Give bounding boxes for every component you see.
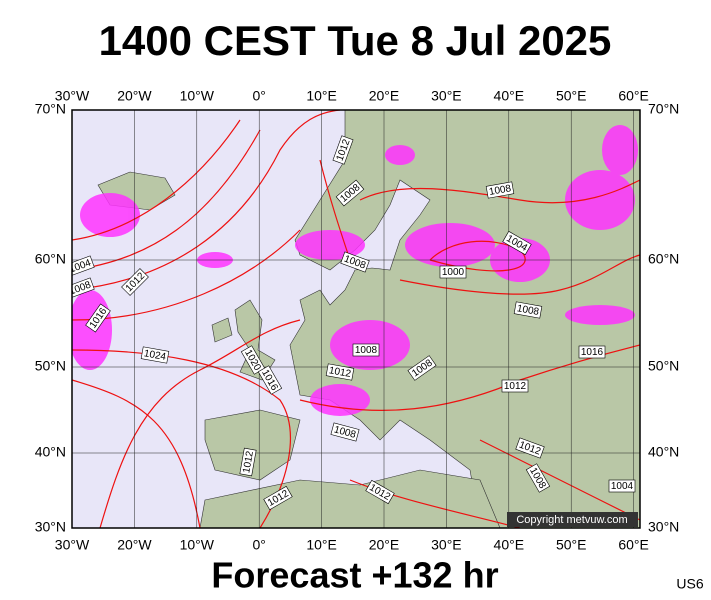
lon-label-bottom: 10°E bbox=[306, 537, 337, 553]
isobar-label-box bbox=[257, 365, 283, 395]
lat-label-left: 60°N bbox=[35, 251, 66, 267]
lon-label-top: 10°E bbox=[306, 88, 337, 104]
lat-label-right: 40°N bbox=[648, 444, 679, 460]
isobar-label-text: 1008 bbox=[355, 345, 378, 356]
isobar-label-text: 1008 bbox=[516, 303, 540, 318]
map-frame bbox=[71, 109, 641, 529]
lon-label-top: 20°W bbox=[117, 88, 152, 104]
isobar-label-box bbox=[325, 363, 355, 381]
axis-labels: 30°W 30°W 20°W 20°W 10°W 10°W 0° 0° 10°E 10°E 20°E… bbox=[35, 88, 680, 553]
isobar-label: 1016 bbox=[578, 345, 606, 359]
lon-label-top: 40°E bbox=[494, 88, 525, 104]
isobar-label-box bbox=[330, 422, 360, 442]
model-code: US6 bbox=[676, 576, 703, 592]
lon-label-bottom: 30°E bbox=[431, 537, 462, 553]
isobar-label: 1012 bbox=[332, 135, 354, 165]
lon-label-bottom: 0° bbox=[253, 537, 266, 553]
isobar-label-text: 1012 bbox=[328, 365, 352, 380]
lat-label-right: 30°N bbox=[648, 519, 679, 535]
isobar-label-box bbox=[239, 447, 257, 477]
lon-label-top: 20°E bbox=[369, 88, 400, 104]
isobar-label-text: 1012 bbox=[504, 381, 527, 392]
lon-label-bottom: 20°W bbox=[117, 537, 152, 553]
isobar-label: 1024 bbox=[140, 346, 170, 364]
isobar-label-box bbox=[578, 345, 606, 359]
lat-label-right: 50°N bbox=[648, 358, 679, 374]
isobar-label-text: 1004 bbox=[611, 481, 634, 492]
isobar-label-text: 1012 bbox=[241, 450, 256, 474]
isobar-label-box bbox=[439, 265, 467, 279]
isobar-label-box bbox=[263, 485, 293, 511]
isobar-label-box bbox=[85, 303, 111, 333]
isobar-label: 1004 bbox=[608, 479, 636, 493]
isobar-label-box bbox=[501, 379, 529, 393]
isobar-label-box bbox=[515, 437, 545, 459]
isobar-label-box bbox=[502, 230, 532, 256]
isobar-label: 1012 bbox=[325, 363, 355, 381]
isobar-label-box bbox=[407, 355, 437, 381]
isobar-label: 1000 bbox=[439, 265, 467, 279]
lat-label-left: 50°N bbox=[35, 358, 66, 374]
lon-label-top: 60°E bbox=[618, 88, 649, 104]
isobar-label-box bbox=[332, 135, 354, 165]
lon-label-bottom: 30°W bbox=[55, 537, 90, 553]
lat-label-left: 70°N bbox=[35, 101, 66, 117]
lon-label-bottom: 10°W bbox=[180, 537, 215, 553]
lat-label-right: 70°N bbox=[648, 101, 679, 117]
copyright-box bbox=[507, 512, 638, 527]
isobar-label: 1012 bbox=[239, 447, 257, 477]
lon-label-top: 10°W bbox=[180, 88, 215, 104]
isobar-label: 1008 bbox=[485, 181, 515, 199]
isobar-label-box bbox=[352, 343, 380, 357]
isobar-label-text: 1024 bbox=[143, 348, 167, 363]
isobar-label-text: 1016 bbox=[581, 347, 604, 358]
isobar-label: 1012 bbox=[501, 379, 529, 393]
lon-label-top: 30°E bbox=[431, 88, 462, 104]
isobar-label: 1008 bbox=[513, 301, 543, 319]
lon-label-top: 50°E bbox=[556, 88, 587, 104]
isobar-label-box bbox=[72, 277, 95, 299]
isobar-label-box bbox=[340, 251, 370, 273]
isobar-label-text: 1000 bbox=[442, 267, 465, 278]
isobar-label: 1008 bbox=[330, 422, 360, 442]
isobar-label-box bbox=[121, 268, 149, 296]
lon-label-bottom: 20°E bbox=[369, 537, 400, 553]
lon-label-bottom: 50°E bbox=[556, 537, 587, 553]
isobar-label-text: 1008 bbox=[488, 183, 512, 198]
isobar-label-box bbox=[72, 255, 95, 277]
isobar-label-box bbox=[525, 463, 551, 493]
isobar-label-box bbox=[513, 301, 543, 319]
isobar-label-box bbox=[140, 346, 170, 364]
title: 1400 CEST Tue 8 Jul 2025 bbox=[99, 17, 612, 64]
copyright: Copyright metvuw.com bbox=[516, 514, 627, 526]
lat-label-left: 40°N bbox=[35, 444, 66, 460]
lon-label-top: 0° bbox=[253, 88, 266, 104]
isobar-label-box bbox=[608, 479, 636, 493]
lon-label-bottom: 40°E bbox=[494, 537, 525, 553]
land bbox=[97, 110, 640, 528]
isobar-label-box bbox=[365, 479, 395, 505]
lat-label-left: 30°N bbox=[35, 519, 66, 535]
isobar-label-box bbox=[335, 179, 365, 207]
isobar-label: 1008 bbox=[352, 343, 380, 357]
lon-label-top: 30°W bbox=[55, 88, 90, 104]
lat-label-right: 60°N bbox=[648, 251, 679, 267]
lon-label-bottom: 60°E bbox=[618, 537, 649, 553]
isobar-label-box bbox=[485, 181, 515, 199]
forecast-label: Forecast +132 hr bbox=[211, 555, 498, 596]
